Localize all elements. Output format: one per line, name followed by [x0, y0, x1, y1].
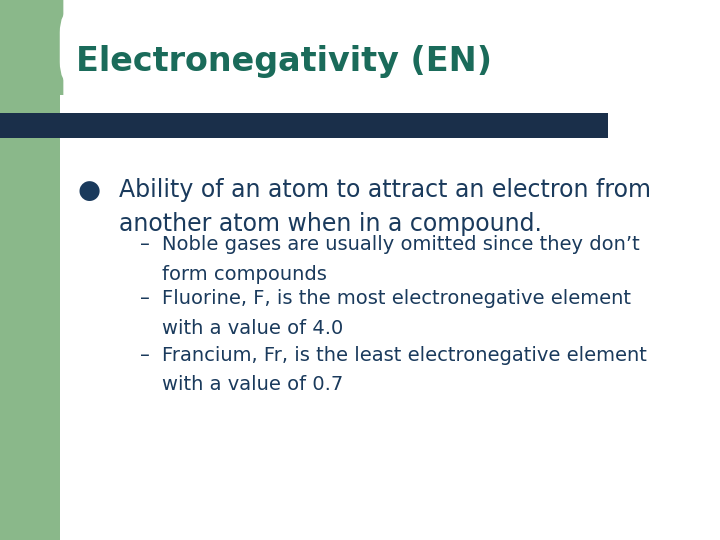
Text: with a value of 0.7: with a value of 0.7 [162, 375, 343, 394]
Text: Francium, Fr, is the least electronegative element: Francium, Fr, is the least electronegati… [162, 346, 647, 365]
FancyBboxPatch shape [63, 0, 720, 540]
Bar [0, 113, 608, 138]
Text: Ability of an atom to attract an electron from: Ability of an atom to attract an electro… [119, 178, 651, 202]
Text: form compounds: form compounds [162, 265, 327, 284]
Bar [0, 0, 313, 94]
Text: with a value of 4.0: with a value of 4.0 [162, 319, 343, 338]
Text: –: – [140, 289, 150, 308]
Text: another atom when in a compound.: another atom when in a compound. [119, 212, 541, 235]
Text: Fluorine, F, is the most electronegative element: Fluorine, F, is the most electronegative… [162, 289, 631, 308]
Text: Noble gases are usually omitted since they don’t: Noble gases are usually omitted since th… [162, 235, 640, 254]
Text: –: – [140, 346, 150, 365]
FancyBboxPatch shape [60, 0, 720, 100]
Bar [0, 0, 60, 540]
Text: ●: ● [78, 178, 101, 204]
Text: –: – [140, 235, 150, 254]
Text: Electronegativity (EN): Electronegativity (EN) [76, 45, 492, 78]
